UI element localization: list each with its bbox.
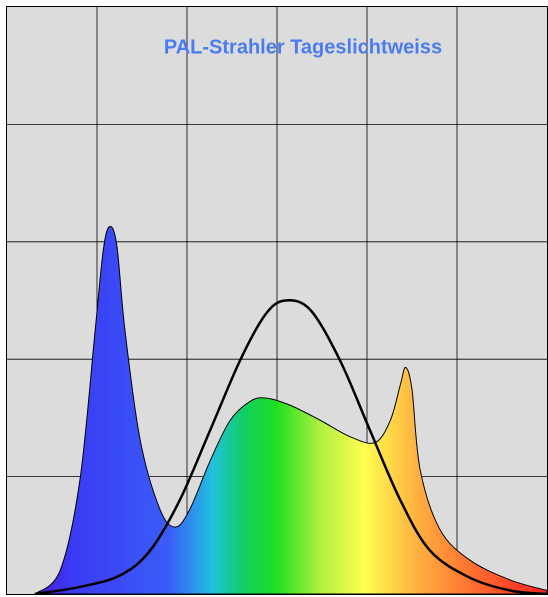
sensitivity-line bbox=[34, 298, 548, 596]
chart-title: PAL-Strahler Tageslichtweiss bbox=[164, 36, 442, 58]
spectrum-area bbox=[33, 225, 548, 595]
